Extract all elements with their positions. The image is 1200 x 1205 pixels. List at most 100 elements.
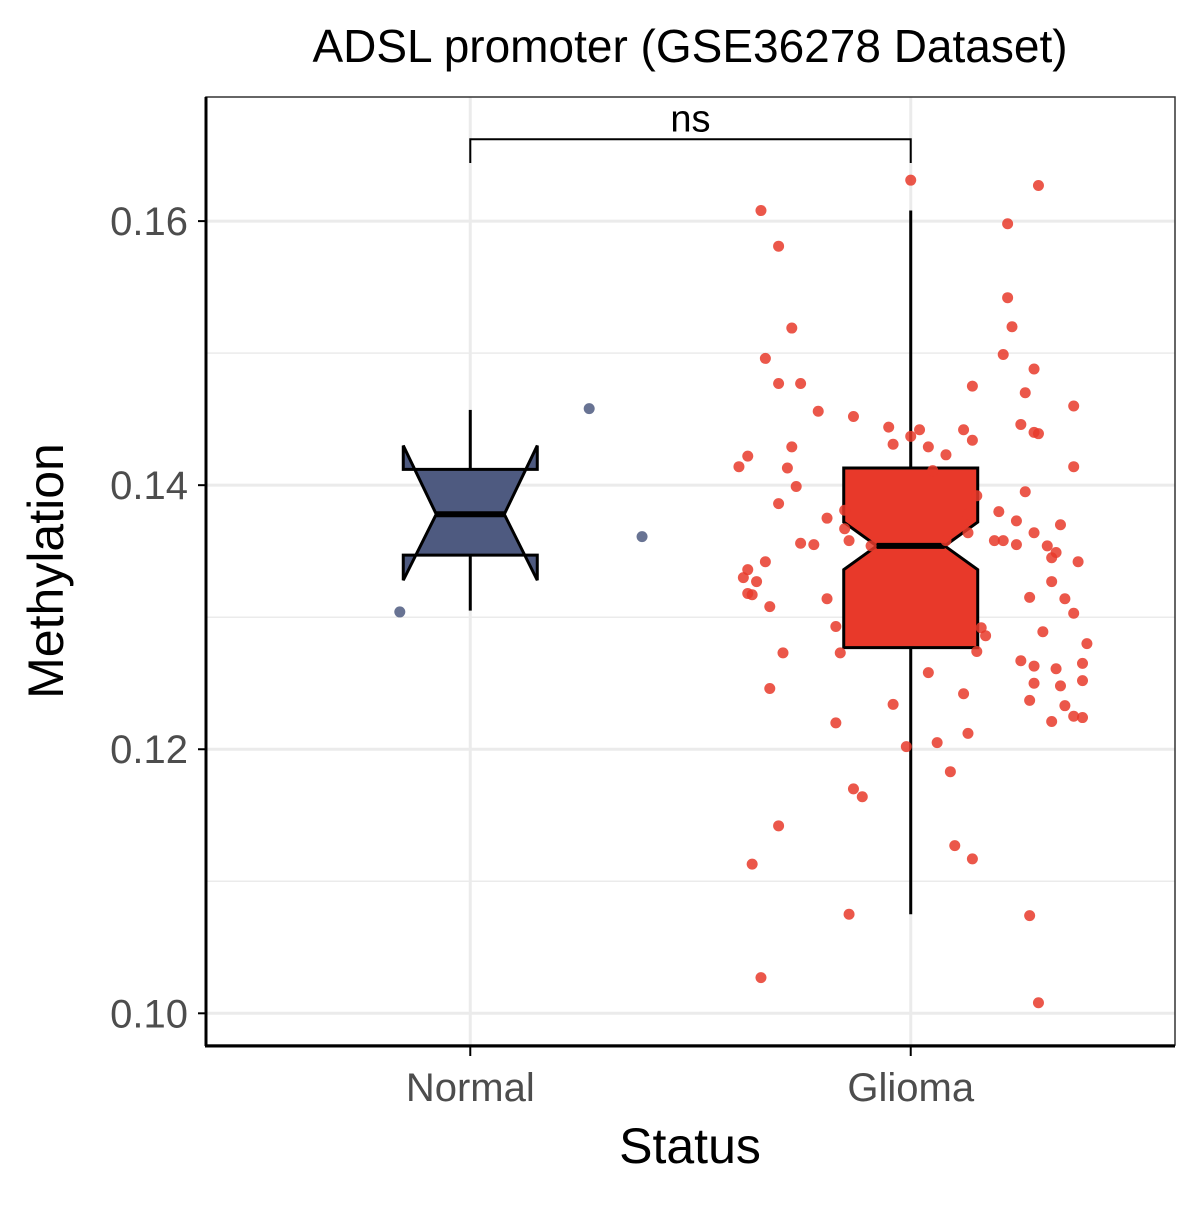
data-point-glioma [997, 535, 1009, 547]
data-point-glioma [883, 421, 895, 433]
data-point-glioma [980, 630, 992, 642]
data-point-glioma [847, 783, 859, 795]
data-point-glioma [962, 508, 974, 520]
data-point-normal [394, 606, 406, 618]
y-tick-label: 0.16 [110, 200, 188, 244]
data-point-glioma [944, 766, 956, 778]
data-point-glioma [958, 424, 970, 436]
data-point-glioma [1050, 663, 1062, 675]
x-tick-label: Glioma [847, 1066, 974, 1110]
data-point-glioma [764, 601, 776, 613]
data-point-glioma [808, 539, 820, 551]
data-point-glioma [759, 352, 771, 364]
data-point-glioma [856, 791, 868, 803]
data-point-glioma [905, 174, 917, 186]
data-point-normal [583, 403, 595, 415]
data-point-glioma [759, 556, 771, 568]
data-point-glioma [1032, 997, 1044, 1009]
data-point-glioma [966, 853, 978, 865]
data-point-glioma [1068, 607, 1080, 619]
data-point-glioma [1006, 321, 1018, 333]
data-point-glioma [1068, 710, 1080, 722]
data-point-glioma [1002, 292, 1014, 304]
data-point-glioma [1010, 515, 1022, 527]
data-point-glioma [773, 498, 785, 510]
data-point-glioma [773, 820, 785, 832]
data-point-glioma [781, 462, 793, 474]
data-point-glioma [971, 646, 983, 658]
data-point-glioma [1068, 400, 1080, 412]
panel-border [205, 96, 1176, 1046]
data-point-glioma [1046, 716, 1058, 728]
data-point-glioma [790, 480, 802, 492]
data-point-glioma [843, 535, 855, 547]
data-point-glioma [737, 572, 749, 584]
x-axis-title: Status [619, 1118, 761, 1174]
data-point-glioma [1041, 540, 1053, 552]
data-point-glioma [1072, 556, 1084, 568]
data-point-glioma [1059, 700, 1071, 712]
data-point-glioma [1046, 552, 1058, 564]
data-point-glioma [1054, 519, 1066, 531]
data-point-glioma [1046, 576, 1058, 588]
notched-box-glioma [842, 466, 980, 650]
data-point-glioma [755, 972, 767, 984]
data-point-glioma [887, 698, 899, 710]
data-point-glioma [993, 506, 1005, 518]
data-point-glioma [900, 741, 912, 753]
data-point-glioma [830, 620, 842, 632]
y-tick-label: 0.12 [110, 728, 188, 772]
data-point-glioma [839, 504, 851, 516]
data-point-glioma [1028, 527, 1040, 539]
data-point-glioma [927, 465, 939, 477]
y-tick-label: 0.14 [110, 464, 188, 508]
data-point-glioma [1037, 626, 1049, 638]
data-point-glioma [746, 589, 758, 601]
data-point-glioma [847, 411, 859, 423]
data-point-glioma [997, 348, 1009, 360]
data-point-glioma [1024, 591, 1036, 603]
chart-title: ADSL promoter (GSE36278 Dataset) [312, 20, 1067, 72]
gridlines [206, 97, 1175, 1045]
data-point-glioma [1054, 680, 1066, 692]
data-point-glioma [949, 840, 961, 852]
data-point-glioma [1002, 218, 1014, 230]
data-point-glioma [830, 717, 842, 729]
data-point-glioma [1028, 677, 1040, 689]
data-point-glioma [940, 449, 952, 461]
data-point-normal [636, 531, 648, 543]
data-point-glioma [962, 727, 974, 739]
data-point-glioma [966, 380, 978, 392]
data-point-glioma [1019, 486, 1031, 498]
data-point-glioma [1077, 712, 1089, 724]
data-point-glioma [1032, 179, 1044, 191]
data-point-glioma [1028, 660, 1040, 672]
data-point-glioma [865, 540, 877, 552]
data-point-glioma [905, 430, 917, 442]
data-point-glioma [988, 535, 1000, 547]
data-point-glioma [940, 535, 952, 547]
data-point-glioma [887, 438, 899, 450]
x-tick-label: Normal [406, 1066, 535, 1110]
data-point-glioma [1028, 363, 1040, 375]
data-point-glioma [1015, 418, 1027, 430]
data-point-glioma [966, 434, 978, 446]
data-point-glioma [742, 450, 754, 462]
data-point-glioma [786, 322, 798, 334]
axes: 0.10 0.12 0.14 0.16 Normal Glioma [110, 200, 975, 1110]
data-point-glioma [751, 576, 763, 588]
significance-label: ns [670, 98, 710, 140]
data-point-glioma [786, 441, 798, 453]
data-point-glioma [958, 688, 970, 700]
data-point-glioma [795, 378, 807, 390]
data-point-glioma [733, 461, 745, 473]
data-point-glioma [1077, 657, 1089, 669]
data-point-glioma [773, 378, 785, 390]
data-point-glioma [812, 405, 824, 417]
data-point-glioma [1077, 675, 1089, 687]
data-point-glioma [834, 647, 846, 659]
data-point-glioma [1024, 694, 1036, 706]
significance-bracket [469, 138, 912, 164]
data-point-glioma [962, 527, 974, 539]
